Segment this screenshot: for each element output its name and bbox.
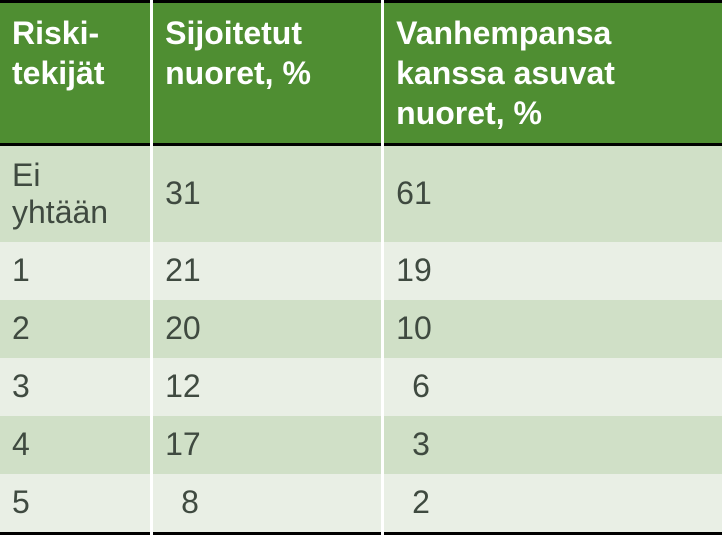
risk-factors-table: Riski-tekijät Sijoitetut nuoret, % Vanhe… <box>0 0 722 535</box>
cell-parents: 6 <box>383 358 722 416</box>
cell-parents: 3 <box>383 416 722 474</box>
cell-parents: 19 <box>383 242 722 300</box>
col-header-risk-label: Riski-tekijät <box>12 15 104 91</box>
table-header-row: Riski-tekijät Sijoitetut nuoret, % Vanhe… <box>0 2 722 145</box>
table-row: 2 20 10 <box>0 300 722 358</box>
cell-parents: 2 <box>383 474 722 534</box>
cell-placed: 17 <box>152 416 383 474</box>
row-label: 2 <box>0 300 152 358</box>
row-label: 3 <box>0 358 152 416</box>
col-header-risk: Riski-tekijät <box>0 2 152 145</box>
col-header-placed: Sijoitetut nuoret, % <box>152 2 383 145</box>
row-label: Ei yhtään <box>0 145 152 242</box>
cell-placed: 21 <box>152 242 383 300</box>
cell-parents: 61 <box>383 145 722 242</box>
cell-placed: 20 <box>152 300 383 358</box>
table-row: Ei yhtään 31 61 <box>0 145 722 242</box>
col-header-placed-label: Sijoitetut nuoret, % <box>165 15 311 91</box>
cell-placed: 31 <box>152 145 383 242</box>
col-header-parents-label: Vanhempansa kanssa asuvat nuoret, % <box>396 15 615 131</box>
table-row: 3 12 6 <box>0 358 722 416</box>
row-label: 1 <box>0 242 152 300</box>
row-label: 5 <box>0 474 152 534</box>
cell-placed: 12 <box>152 358 383 416</box>
table-row: 5 8 2 <box>0 474 722 534</box>
row-label: 4 <box>0 416 152 474</box>
table-row: 4 17 3 <box>0 416 722 474</box>
cell-placed: 8 <box>152 474 383 534</box>
cell-parents: 10 <box>383 300 722 358</box>
table-row: 1 21 19 <box>0 242 722 300</box>
col-header-parents: Vanhempansa kanssa asuvat nuoret, % <box>383 2 722 145</box>
